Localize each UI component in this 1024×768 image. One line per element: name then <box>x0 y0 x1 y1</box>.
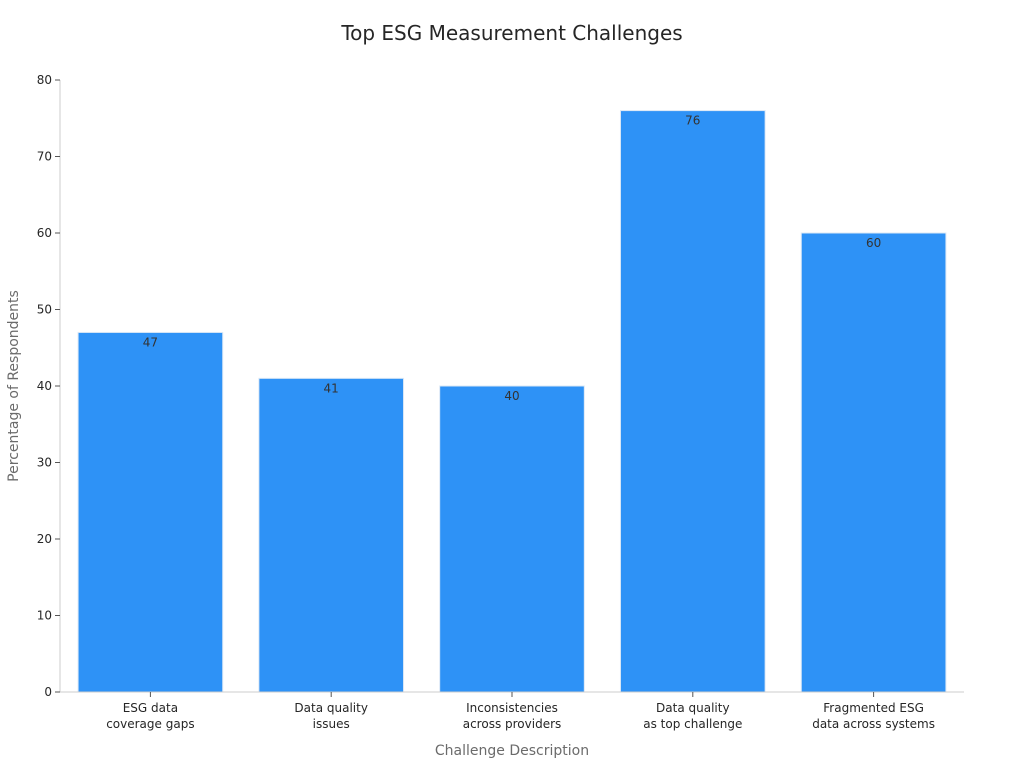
bars-group <box>77 110 947 693</box>
y-tick-label: 80 <box>37 73 52 87</box>
y-tick-label: 70 <box>37 150 52 164</box>
x-tick-label-line: coverage gaps <box>106 717 194 731</box>
bar[interactable] <box>439 385 585 693</box>
x-tick-label-line: Data quality <box>656 701 730 715</box>
x-tick-label-line: Inconsistencies <box>466 701 558 715</box>
x-tick-label: Data quality as top challenge <box>643 701 742 731</box>
x-tick-label: Inconsistencies across providers <box>463 701 562 731</box>
y-ticks-group: 0 10 20 30 40 50 60 70 80 <box>37 73 60 699</box>
bar[interactable] <box>619 110 766 693</box>
data-label: 60 <box>866 236 881 250</box>
bar[interactable] <box>258 377 405 693</box>
x-tick-label-line: issues <box>313 717 350 731</box>
x-axis-title: Challenge Description <box>435 743 589 759</box>
data-label: 76 <box>685 114 700 128</box>
x-tick-label-line: as top challenge <box>643 717 742 731</box>
y-tick-label: 0 <box>44 685 52 699</box>
y-tick-label: 60 <box>37 226 52 240</box>
x-tick-label-line: across providers <box>463 717 562 731</box>
x-tick-label: Fragmented ESG data across systems <box>812 701 935 731</box>
data-label: 41 <box>324 381 339 395</box>
bar[interactable] <box>77 331 224 693</box>
x-tick-label: Data quality issues <box>294 701 368 731</box>
y-tick-label: 50 <box>37 303 52 317</box>
y-axis-title: Percentage of Respondents <box>6 290 22 482</box>
y-tick-label: 30 <box>37 456 52 470</box>
bar[interactable] <box>800 232 947 693</box>
y-tick-label: 40 <box>37 379 52 393</box>
x-tick-label: ESG data coverage gaps <box>106 701 194 731</box>
chart-title: Top ESG Measurement Challenges <box>340 21 682 45</box>
y-tick-label: 20 <box>37 532 52 546</box>
data-label: 40 <box>504 389 519 403</box>
x-tick-label-line: Data quality <box>294 701 368 715</box>
x-tick-label-line: Fragmented ESG <box>823 701 924 715</box>
y-tick-label: 10 <box>37 609 52 623</box>
data-label: 47 <box>143 335 158 349</box>
x-tick-label-line: data across systems <box>812 717 935 731</box>
data-labels-group: 47 41 40 76 60 <box>143 114 881 403</box>
x-ticks-group: ESG data coverage gaps Data quality issues I… <box>106 692 935 731</box>
x-tick-label-line: ESG data <box>123 701 178 715</box>
